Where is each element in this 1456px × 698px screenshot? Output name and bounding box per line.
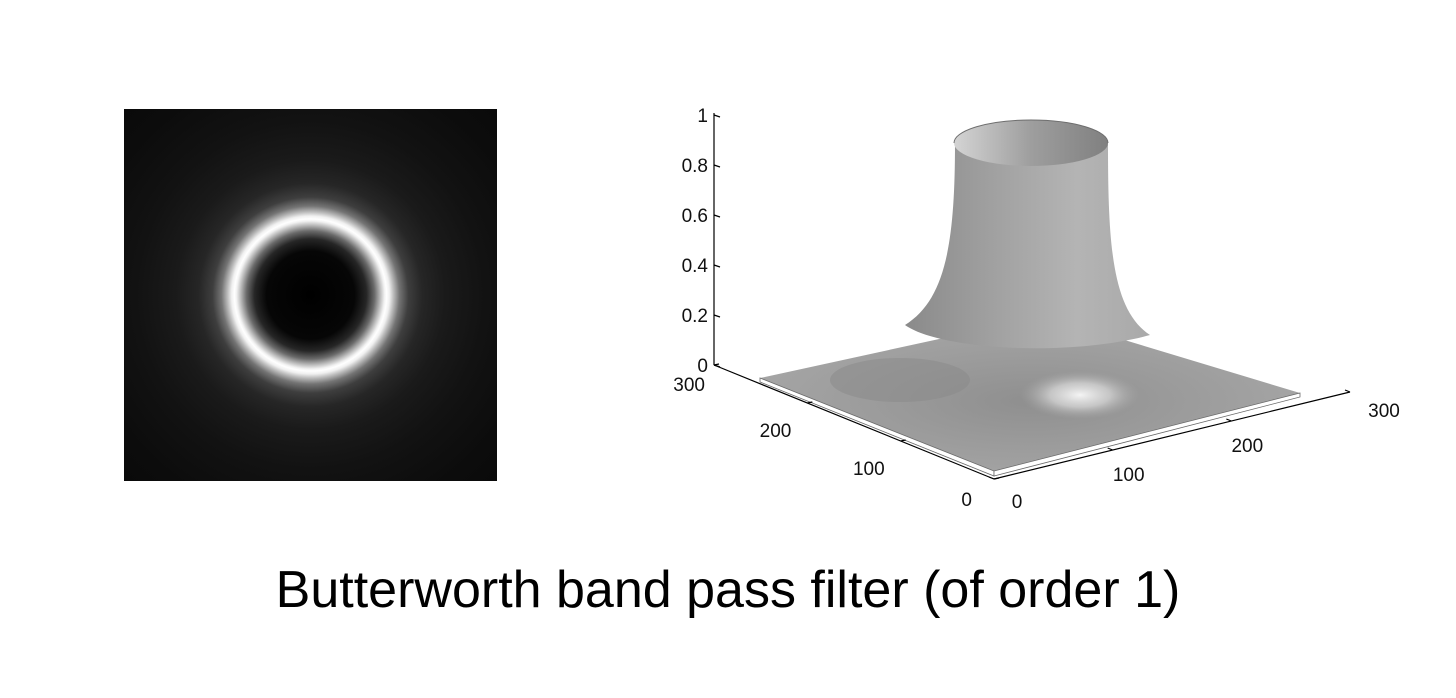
x-tick-label: 0 xyxy=(1012,492,1023,513)
filter-image-panel xyxy=(124,109,497,481)
surface-plot: 0 0.2 0.4 0.6 0.8 1 0 100 200 300 0 100 200 300 xyxy=(673,106,1400,513)
x-tick-label: 300 xyxy=(1368,401,1400,422)
z-tick-label: 0.2 xyxy=(682,306,708,327)
z-tick-mark xyxy=(713,114,721,118)
z-tick-label: 0.8 xyxy=(682,156,708,177)
z-tick-label: 1 xyxy=(697,106,708,127)
z-tick-label: 0.6 xyxy=(682,206,708,227)
y-tick-label: 200 xyxy=(760,421,792,442)
z-tick-label: 0 xyxy=(697,356,708,377)
z-axis-ticks: 0 0.2 0.4 0.6 0.8 1 xyxy=(682,106,721,377)
x-tick-mark xyxy=(1344,389,1351,393)
z-tick-mark xyxy=(713,264,721,268)
x-tick-mark xyxy=(1226,418,1232,422)
y-tick-label: 0 xyxy=(961,490,972,511)
z-tick-mark xyxy=(713,314,721,318)
caption: Butterworth band pass filter (of order 1… xyxy=(275,561,1181,619)
y-tick-mark xyxy=(900,439,906,442)
x-tick-mark xyxy=(988,476,995,480)
x-axis-ticks: 0 100 200 300 xyxy=(988,389,1400,513)
y-axis-ticks: 0 100 200 300 xyxy=(673,363,1000,511)
y-tick-mark xyxy=(713,363,720,366)
y-tick-mark xyxy=(993,477,1000,480)
y-tick-label: 300 xyxy=(673,375,705,396)
x-tick-label: 100 xyxy=(1113,465,1145,486)
z-tick-mark xyxy=(713,214,721,218)
y-tick-mark xyxy=(807,401,813,404)
z-tick-mark xyxy=(713,164,721,168)
surface-body xyxy=(759,119,1301,477)
z-tick-label: 0.4 xyxy=(682,256,709,277)
plot-axes xyxy=(713,113,1351,480)
y-tick-label: 100 xyxy=(853,459,885,480)
x-tick-mark xyxy=(1107,447,1113,451)
x-tick-label: 200 xyxy=(1231,436,1263,457)
